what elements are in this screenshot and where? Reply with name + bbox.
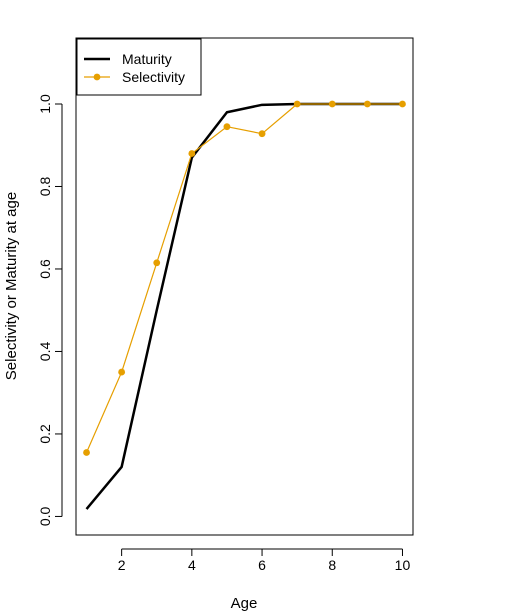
series-line-maturity xyxy=(85,102,403,510)
x-tick-label: 2 xyxy=(118,557,126,573)
data-point-selectivity xyxy=(153,259,161,267)
y-tick-label: 0.2 xyxy=(37,424,53,444)
data-point-selectivity xyxy=(399,100,406,108)
legend-selectivity-marker xyxy=(93,73,101,81)
data-point-selectivity xyxy=(258,130,266,138)
x-axis-title: Age xyxy=(231,595,258,612)
y-tick-label: 1.0 xyxy=(37,94,53,114)
data-point-selectivity xyxy=(223,123,231,131)
plot-frame xyxy=(75,37,414,536)
x-tick-label: 8 xyxy=(328,557,336,573)
x-axis: 2 4 6 8 10 xyxy=(118,548,411,573)
y-axis-title: Selectivity or Maturity at age xyxy=(3,192,20,380)
y-axis: 0.0 0.2 0.4 0.6 0.8 1.0 xyxy=(37,94,63,526)
series-layer xyxy=(83,100,406,510)
legend-maturity-label: Maturity xyxy=(122,51,172,67)
data-point-selectivity xyxy=(293,100,301,108)
x-tick-label: 4 xyxy=(188,557,196,573)
y-tick-label: 0.0 xyxy=(37,506,53,526)
x-tick-label: 6 xyxy=(258,557,266,573)
legend-box xyxy=(76,38,202,96)
legend-selectivity-label: Selectivity xyxy=(122,69,185,85)
data-point-selectivity xyxy=(83,449,90,456)
x-tick-label: 10 xyxy=(395,557,411,573)
y-tick-label: 0.4 xyxy=(37,342,53,362)
data-point-selectivity xyxy=(363,100,371,108)
data-point-selectivity xyxy=(118,368,126,376)
y-tick-label: 0.6 xyxy=(37,259,53,279)
legend: Maturity Selectivity xyxy=(76,38,202,96)
data-point-selectivity xyxy=(328,100,336,108)
y-tick-label: 0.8 xyxy=(37,177,53,197)
series-line-selectivity xyxy=(85,103,403,453)
data-point-selectivity xyxy=(188,150,196,157)
